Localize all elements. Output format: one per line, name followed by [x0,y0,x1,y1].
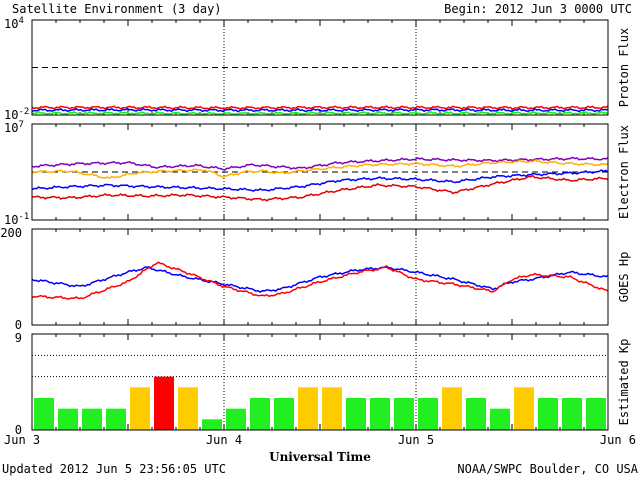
kp-bar [226,408,246,430]
y-tick-label: 0 [15,318,22,332]
kp-bar [322,387,342,430]
y-tick-label: 9 [15,331,22,345]
series-line [32,174,609,202]
kp-bar [130,387,150,430]
panel-frame [31,333,609,431]
series-line [31,265,609,293]
panel-estimated-kp: 9 0 Estimated Kp [15,331,631,437]
series-line [31,156,609,171]
kp-bar [514,387,534,430]
kp-bar [346,398,366,430]
panel-electron-flux: 107 10-1 Electron Flux [4,120,631,227]
kp-bar [202,419,222,430]
y-tick-label: 0 [15,423,22,437]
kp-bar [34,398,54,430]
series-line [31,159,609,179]
series-line [31,110,609,115]
y-tick-label: 107 [4,120,24,135]
x-axis-title: Universal Time [269,450,371,464]
kp-bar [538,398,558,430]
updated-timestamp: Updated 2012 Jun 5 23:56:05 UTC [2,462,226,476]
x-tick-label: Jun 6 [600,433,636,447]
panel-y-label: Electron Flux [617,125,631,219]
panel-goes-hp: 200 0 GOES Hp [0,226,631,332]
kp-bar [370,398,390,430]
kp-bar [466,398,486,430]
kp-bar [274,398,294,430]
kp-bar [178,387,198,430]
kp-bar [82,408,102,430]
credit-text: NOAA/SWPC Boulder, CO USA [457,462,638,476]
series-line [31,261,609,300]
kp-bar [418,398,438,430]
panel-frame [31,123,609,221]
kp-bar [562,398,582,430]
kp-bar [58,408,78,430]
series-line [31,105,609,110]
begin-time: Begin: 2012 Jun 3 0000 UTC [444,2,632,16]
x-tick-label: Jun 5 [398,433,434,447]
kp-bar [490,408,510,430]
panel-y-label: Proton Flux [617,28,631,107]
panel-y-label: GOES Hp [617,252,631,303]
y-tick-label: 104 [4,16,24,31]
y-tick-label: 10-2 [4,107,29,122]
kp-bar [586,398,606,430]
panel-proton-flux: 104 10-2 Proton Flux [4,16,631,122]
series-line [31,107,609,113]
panel-frame [31,19,609,116]
kp-bar [154,376,174,430]
y-tick-label: 200 [0,226,22,240]
kp-bar [298,387,318,430]
panel-frame [31,228,609,326]
y-tick-label: 10-1 [4,212,29,227]
panel-y-label: Estimated Kp [617,339,631,426]
kp-bar [250,398,270,430]
x-tick-label: Jun 3 [4,433,40,447]
kp-bar [442,387,462,430]
x-tick-label: Jun 4 [206,433,242,447]
chart-title: Satellite Environment (3 day) [12,2,222,16]
kp-bar [106,408,126,430]
series-line [31,169,609,192]
kp-bar [394,398,414,430]
